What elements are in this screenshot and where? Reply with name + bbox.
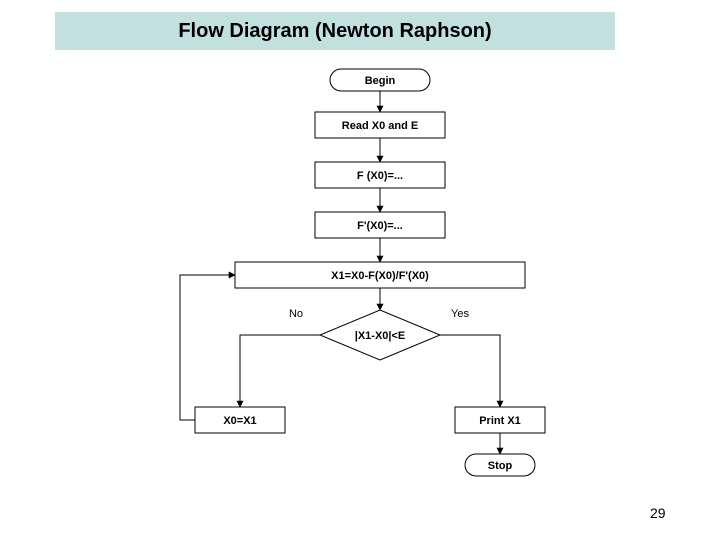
flowchart: Yes No Begin Read X0 and E F (X0)=... F'(X0)=…: [170, 60, 590, 500]
edge-label: No: [289, 308, 303, 320]
page-number: 29: [650, 505, 666, 521]
flow-edge: [440, 335, 500, 407]
node-fpx: F'(X0)=...: [315, 212, 445, 238]
node-label: Begin: [365, 75, 396, 87]
title-bar: Flow Diagram (Newton Raphson): [55, 12, 615, 50]
node-label: Read X0 and E: [342, 120, 418, 132]
page-title: Flow Diagram (Newton Raphson): [178, 20, 491, 42]
page-number-text: 29: [650, 505, 666, 521]
node-assign: X0=X1: [195, 407, 285, 433]
node-print: Print X1: [455, 407, 545, 433]
edge-label: Yes: [451, 308, 469, 320]
node-label: F'(X0)=...: [357, 220, 403, 232]
node-calc: X1=X0-F(X0)/F'(X0): [235, 262, 525, 288]
node-label: X1=X0-F(X0)/F'(X0): [331, 270, 429, 282]
node-fx: F (X0)=...: [315, 162, 445, 188]
node-label: X0=X1: [223, 415, 256, 427]
node-begin: Begin: [330, 69, 430, 91]
node-label: F (X0)=...: [357, 170, 403, 182]
node-label: Stop: [488, 460, 513, 472]
node-stop: Stop: [465, 454, 535, 476]
node-label: |X1-X0|<E: [355, 330, 406, 342]
node-test: |X1-X0|<E: [320, 310, 440, 360]
node-read: Read X0 and E: [315, 112, 445, 138]
node-label: Print X1: [479, 415, 521, 427]
flow-edge: [180, 275, 235, 420]
flow-edge: [240, 335, 320, 407]
